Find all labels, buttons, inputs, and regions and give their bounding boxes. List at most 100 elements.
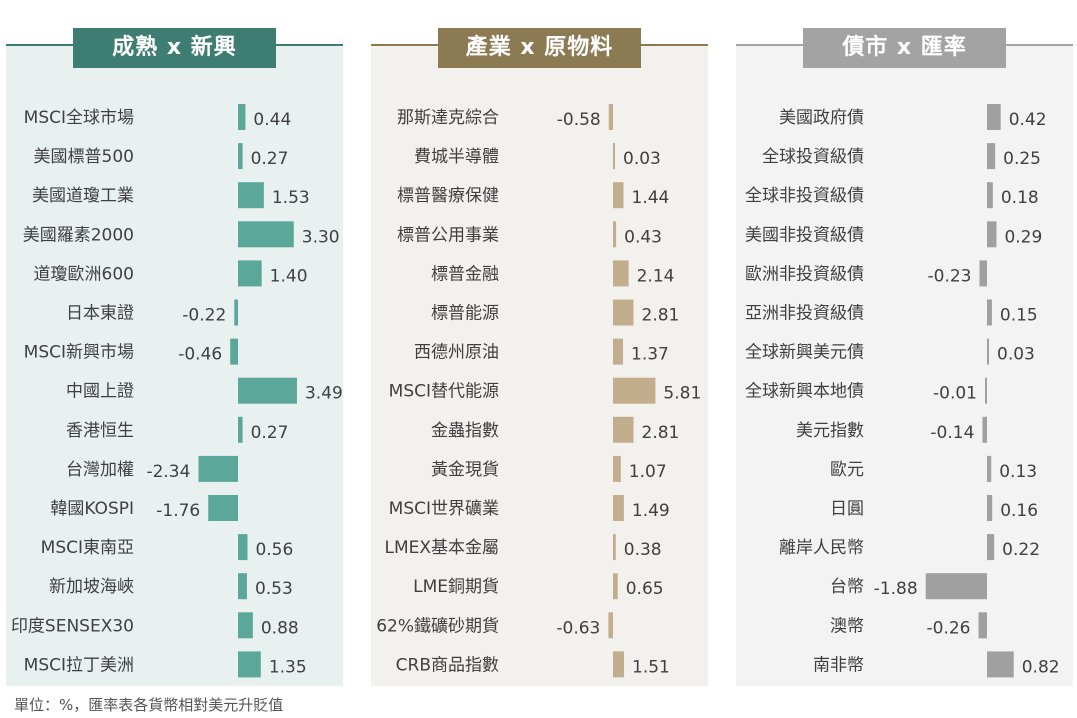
bar xyxy=(238,377,297,404)
value-label: -0.63 xyxy=(556,618,600,638)
category-label: 美國政府債 xyxy=(779,108,864,128)
value-label: 2.14 xyxy=(637,266,675,286)
value-label: -0.26 xyxy=(927,618,971,638)
value-label: 0.03 xyxy=(997,345,1035,365)
value-label: 0.16 xyxy=(1000,501,1038,521)
bar-chart-bond-fx: 美國政府債 0.42 全球投資級債 0.25 全球非投資級債 0.18 美國非投資級債 0.2… xyxy=(745,104,1060,678)
value-label: 0.56 xyxy=(255,540,293,560)
category-label: 標普金融 xyxy=(431,264,499,284)
category-label: 標普公用事業 xyxy=(397,225,499,245)
category-label: MSCI全球市場 xyxy=(24,108,134,128)
value-label: 3.49 xyxy=(305,384,343,404)
category-label: 美國道瓊工業 xyxy=(32,186,134,206)
value-label: 0.15 xyxy=(1000,306,1038,326)
bar xyxy=(613,221,617,248)
value-label: 0.25 xyxy=(1003,149,1041,169)
value-label: 3.30 xyxy=(302,227,340,247)
panel-title: 產業 x 原物料 xyxy=(438,28,641,68)
category-label: 西德州原油 xyxy=(414,343,499,363)
value-label: -0.22 xyxy=(182,306,226,326)
bar xyxy=(238,221,294,248)
bar xyxy=(613,573,618,600)
bar xyxy=(987,338,989,365)
bar xyxy=(987,651,1014,678)
category-label: 離岸人民幣 xyxy=(779,538,864,558)
value-label: 0.03 xyxy=(623,149,661,169)
value-label: -0.46 xyxy=(178,345,222,365)
value-label: -0.14 xyxy=(930,423,974,443)
bar xyxy=(238,534,248,561)
category-label: 美國標普500 xyxy=(34,147,134,167)
value-label: 0.38 xyxy=(624,540,662,560)
category-label: 印度SENSEX30 xyxy=(11,616,134,636)
bar xyxy=(238,573,247,600)
category-label: 全球投資級債 xyxy=(762,147,864,167)
panel-bond-fx: 債市 x 匯率 美國政府債 0.42 全球投資級債 0.25 全球非投資級債 0.18 美國… xyxy=(736,28,1073,686)
bar xyxy=(613,416,634,443)
bar xyxy=(613,651,625,678)
value-label: -0.23 xyxy=(928,266,972,286)
value-label: 5.81 xyxy=(663,384,701,404)
bar xyxy=(613,143,615,170)
bar xyxy=(987,534,995,561)
value-label: 1.53 xyxy=(272,188,310,208)
panel-background xyxy=(371,44,708,686)
bar xyxy=(987,495,993,521)
value-label: 1.49 xyxy=(632,501,670,521)
category-label: 那斯達克綜合 xyxy=(397,108,499,128)
bar xyxy=(208,495,238,521)
bar xyxy=(985,377,987,404)
category-label: 歐洲非投資級債 xyxy=(745,264,864,284)
category-label: MSCI東南亞 xyxy=(41,538,134,558)
category-label: 香港恒生 xyxy=(66,421,134,441)
category-label: 台幣 xyxy=(830,577,864,597)
value-label: 0.82 xyxy=(1022,657,1060,677)
bar xyxy=(613,495,624,521)
category-label: LMEX基本金屬 xyxy=(384,538,499,558)
bar-chart-industry-commodity: 那斯達克綜合 -0.58 費城半導體 0.03 標普醫療保健 1.44 標普公用事業 0.43… xyxy=(376,104,701,678)
category-label: 美元指數 xyxy=(796,421,864,441)
category-label: 南非幣 xyxy=(813,655,864,675)
panel-background xyxy=(6,44,343,686)
bar xyxy=(979,260,987,287)
category-label: MSCI新興市場 xyxy=(24,343,134,363)
bar xyxy=(198,455,238,482)
value-label: 2.81 xyxy=(642,306,680,326)
category-label: 韓國KOSPI xyxy=(50,499,134,519)
panel-industry-commodity: 產業 x 原物料 那斯達克綜合 -0.58 費城半導體 0.03 標普醫療保健 1.44 標… xyxy=(371,28,708,686)
bar xyxy=(978,612,987,639)
category-label: LME銅期貨 xyxy=(413,577,499,597)
category-label: 日本東證 xyxy=(66,304,134,324)
bar-chart-mature-emerging: MSCI全球市場 0.44 美國標普500 0.27 美國道瓊工業 1.53 美國羅素200… xyxy=(11,104,343,678)
category-label: 全球非投資級債 xyxy=(745,186,864,206)
category-label: 澳幣 xyxy=(830,616,864,636)
value-label: 0.44 xyxy=(253,110,291,130)
value-label: 0.27 xyxy=(251,423,289,443)
bar xyxy=(234,299,238,326)
category-label: MSCI拉丁美洲 xyxy=(24,655,134,675)
value-label: 0.42 xyxy=(1009,110,1047,130)
category-label: 費城半導體 xyxy=(414,147,499,167)
bar xyxy=(613,534,616,561)
panel-title: 債市 x 匯率 xyxy=(803,28,1006,68)
bar xyxy=(613,338,624,365)
bar xyxy=(608,612,613,639)
category-label: 62%鐵礦砂期貨 xyxy=(376,616,499,636)
category-label: MSCI世界礦業 xyxy=(389,499,499,519)
category-label: 美國非投資級債 xyxy=(745,225,864,245)
category-label: 台灣加權 xyxy=(66,460,134,480)
value-label: 0.88 xyxy=(261,618,299,638)
value-label: -1.88 xyxy=(874,579,918,599)
value-label: 0.27 xyxy=(251,149,289,169)
category-label: 黃金現貨 xyxy=(431,460,499,480)
bar xyxy=(238,143,243,170)
bar xyxy=(925,573,987,600)
category-label: 標普醫療保健 xyxy=(397,186,499,206)
value-label: 0.65 xyxy=(626,579,664,599)
category-label: 金蟲指數 xyxy=(431,421,499,441)
category-label: 全球新興本地債 xyxy=(745,382,864,402)
bar xyxy=(982,416,987,443)
bar xyxy=(613,260,629,287)
bar xyxy=(238,612,253,639)
category-label: 亞洲非投資級債 xyxy=(745,304,864,324)
